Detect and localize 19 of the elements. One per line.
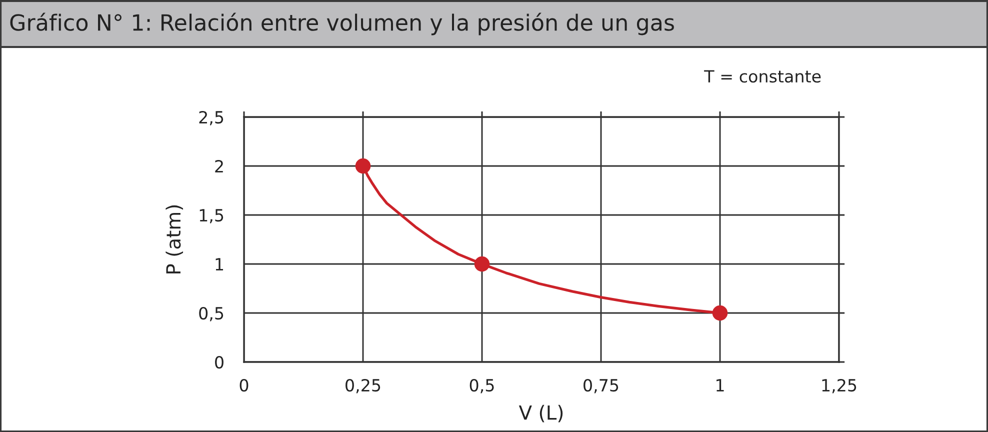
y-tick-label: 2 bbox=[215, 160, 223, 172]
text: T = constante bbox=[704, 70, 821, 83]
y-tick-label: 0 bbox=[215, 356, 224, 369]
x-tick-label: 0,5 bbox=[470, 378, 494, 394]
x-tick-label: 0,25 bbox=[346, 378, 380, 394]
y-axis-title: P (atm) bbox=[166, 205, 184, 274]
y-tick-label: 1,5 bbox=[200, 209, 224, 224]
x-tick-label: 1,25 bbox=[822, 378, 856, 394]
x-tick-label: 0 bbox=[240, 378, 248, 392]
point bbox=[712, 305, 728, 321]
x-axis-title: V (L) bbox=[518, 404, 563, 422]
y-tick-label: 1 bbox=[216, 258, 224, 270]
chart-title: Gráfico N° 1: Relación entre volumen y la presión de un gas bbox=[10, 12, 674, 36]
x-tick-label: 1 bbox=[716, 379, 724, 392]
point bbox=[474, 256, 490, 272]
y-tick-label: 2,5 bbox=[199, 110, 224, 126]
y-tick-label: 0,5 bbox=[199, 306, 224, 322]
point bbox=[355, 158, 371, 174]
x-tick-label: 0,75 bbox=[584, 378, 618, 394]
